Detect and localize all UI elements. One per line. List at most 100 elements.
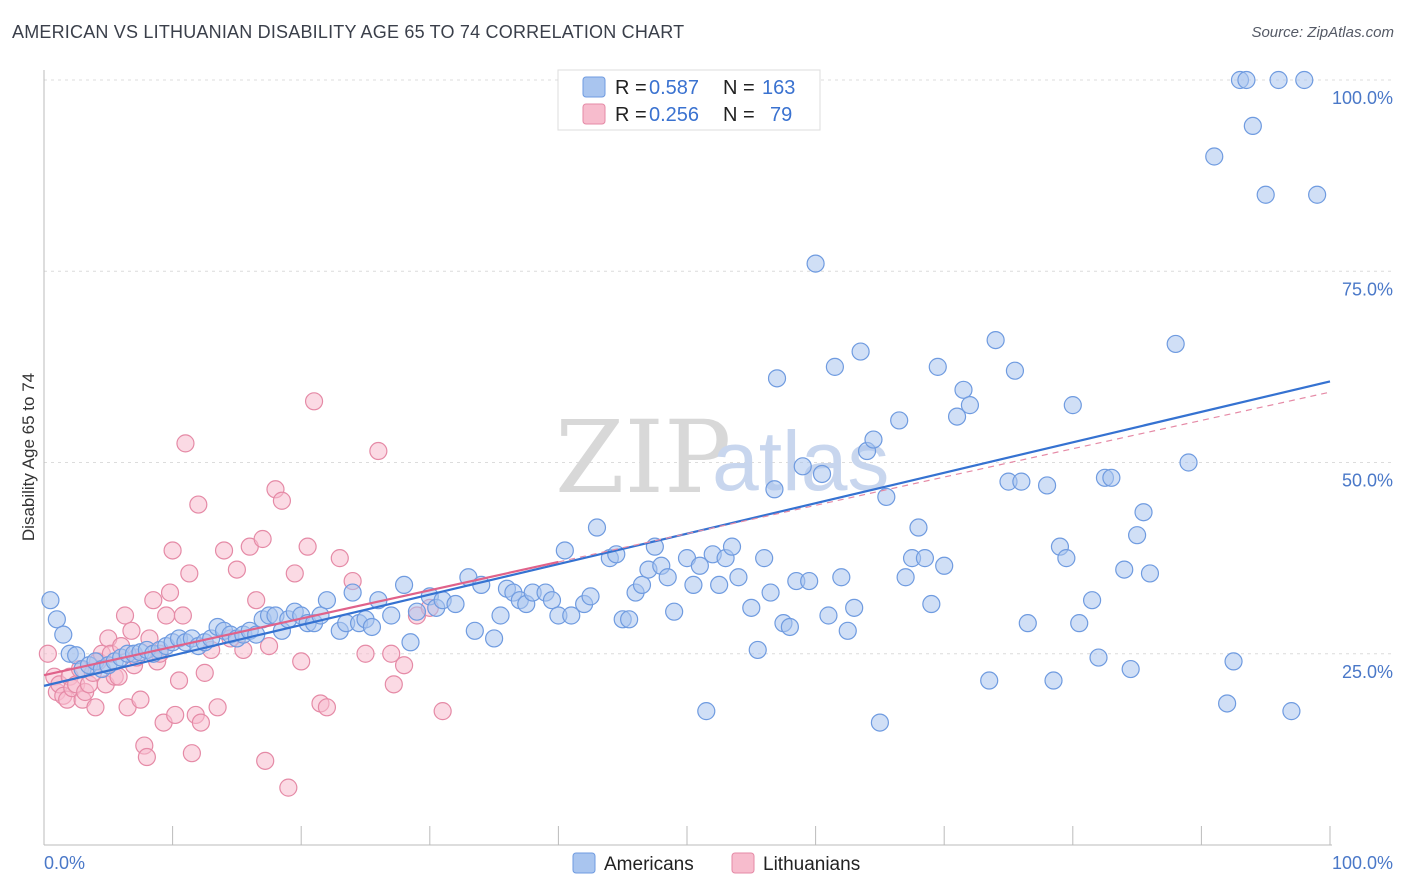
american-point <box>838 621 857 640</box>
watermark-zip: ZIP <box>555 399 731 516</box>
x-tick-label-max: 100.0% <box>1332 853 1393 873</box>
legend-r-label-americans: R = <box>615 77 647 99</box>
legend-n-label-americans: N = <box>723 77 755 99</box>
y-tick-label: 100.0% <box>1332 88 1393 108</box>
lithuanian-point <box>195 663 214 682</box>
american-point <box>690 556 709 575</box>
lithuanian-point <box>259 636 279 656</box>
gridlines <box>44 79 1395 655</box>
american-point <box>1269 70 1288 90</box>
american-point <box>1243 116 1262 136</box>
lithuanian-point <box>382 644 401 663</box>
american-point <box>870 713 890 732</box>
american-point <box>1018 614 1037 633</box>
american-point <box>485 629 504 648</box>
american-point <box>1089 648 1108 667</box>
lithuanian-point <box>189 495 208 514</box>
american-point <box>665 602 684 621</box>
source-label: Source: ZipAtlas.com <box>1251 24 1394 41</box>
american-point <box>446 594 465 614</box>
lithuanian-point <box>122 621 141 640</box>
bottom-legend-label-lithuanians: Lithuanians <box>763 854 860 875</box>
american-point <box>812 464 832 484</box>
american-point <box>382 606 401 625</box>
lithuanian-point <box>173 606 192 625</box>
lithuanians-points <box>38 392 452 797</box>
american-point <box>632 575 652 595</box>
lithuanians-trend-line <box>43 560 559 677</box>
lithuanian-point <box>144 591 163 610</box>
lithuanian-point <box>169 671 189 690</box>
lithuanian-point <box>279 778 298 797</box>
lithuanian-point <box>166 705 185 725</box>
american-point <box>1237 70 1256 90</box>
lithuanian-point <box>191 713 210 732</box>
american-point <box>394 575 414 595</box>
american-point <box>806 254 825 273</box>
american-point <box>620 610 639 629</box>
american-point <box>1037 476 1057 495</box>
american-point <box>986 331 1005 350</box>
lithuanian-point <box>157 606 176 625</box>
lithuanian-point <box>247 591 266 610</box>
american-point <box>710 575 729 595</box>
american-point <box>1082 591 1102 610</box>
american-point <box>465 621 484 640</box>
american-point <box>851 342 870 361</box>
legend-n-value-americans: 163 <box>762 77 795 99</box>
american-point <box>1308 185 1327 204</box>
american-point <box>1063 396 1082 415</box>
lithuanian-point <box>394 656 414 675</box>
lithuanian-point <box>330 549 349 568</box>
trend-lines <box>43 380 1331 687</box>
american-point <box>765 480 784 499</box>
american-point <box>1102 468 1121 487</box>
american-point <box>845 598 864 617</box>
lithuanian-point <box>253 529 272 549</box>
american-point <box>722 537 742 556</box>
lithuanian-point <box>292 652 311 671</box>
legend-r-label-lithuanians: R = <box>615 104 647 126</box>
lithuanian-point <box>180 564 199 583</box>
bottom-legend-label-americans: Americans <box>604 854 694 875</box>
american-point <box>896 568 915 587</box>
american-point <box>947 407 967 426</box>
lithuanian-point <box>131 690 150 709</box>
american-point <box>1070 614 1089 633</box>
y-tick-label: 25.0% <box>1342 662 1393 682</box>
lithuanian-point <box>384 675 403 694</box>
lithuanian-point <box>256 751 275 770</box>
american-point <box>1134 503 1153 522</box>
americans-trend-line <box>43 380 1331 687</box>
american-point <box>47 610 66 629</box>
x-tick-label-min: 0.0% <box>44 853 85 873</box>
lithuanian-point <box>369 441 388 461</box>
legend-n-value-lithuanians: 79 <box>770 104 792 126</box>
y-tick-label: 50.0% <box>1342 471 1393 491</box>
lithuanian-point <box>208 698 227 717</box>
american-point <box>1057 549 1076 568</box>
american-point <box>54 625 73 644</box>
american-point <box>1044 671 1063 690</box>
legend-swatch-lithuanians <box>582 103 606 125</box>
x-axis-ticks <box>172 826 1331 845</box>
american-point <box>1012 472 1031 491</box>
american-point <box>684 575 703 595</box>
american-point <box>793 457 812 476</box>
lithuanian-point <box>160 583 180 602</box>
lithuanian-point <box>227 560 246 579</box>
american-point <box>960 396 980 415</box>
y-tick-labels: 25.0% 50.0% 75.0% 100.0% <box>1332 88 1393 682</box>
american-point <box>401 633 420 652</box>
lithuanian-point <box>317 698 337 717</box>
american-point <box>343 583 362 602</box>
american-point <box>864 430 883 449</box>
american-point <box>890 411 909 430</box>
american-point <box>909 518 928 537</box>
american-point <box>581 587 600 606</box>
american-point <box>697 702 716 721</box>
american-point <box>1115 560 1134 579</box>
american-point <box>922 594 941 614</box>
american-point <box>832 568 851 587</box>
